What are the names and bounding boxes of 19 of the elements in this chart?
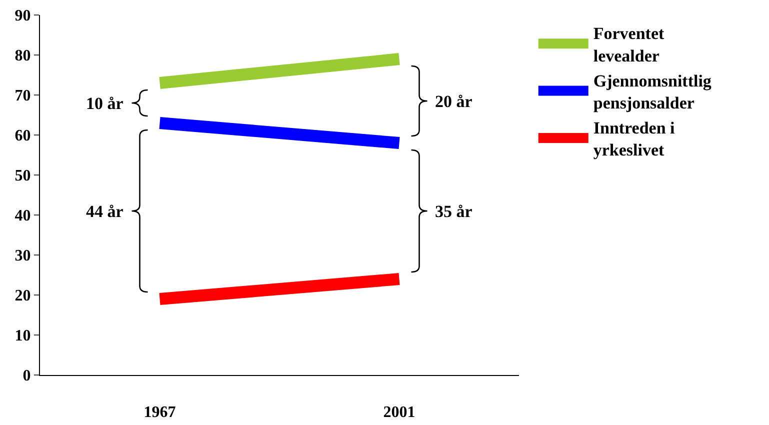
y-tick-label: 50 <box>14 168 31 185</box>
legend-label: Gjennomsnittlig pensjonsalder <box>593 71 712 112</box>
legend-label: Inntreden i yrkeslivet <box>593 118 676 160</box>
y-tick-label: 80 <box>14 48 31 65</box>
annotation: 44 år <box>86 202 124 221</box>
y-tick-label: 30 <box>14 248 31 265</box>
y-tick-label: 20 <box>14 288 31 305</box>
x-tick-label: 2001 <box>383 404 416 422</box>
y-tick-label: 10 <box>14 328 31 345</box>
y-tick-label: 40 <box>14 208 31 225</box>
legend-label: Forventet levealder <box>593 24 665 66</box>
y-tick-label: 60 <box>14 128 31 145</box>
annotation: 35 år <box>435 202 473 221</box>
annotation: 20 år <box>435 92 473 111</box>
y-tick-label: 90 <box>14 8 31 25</box>
y-tick-label: 0 <box>22 368 31 385</box>
x-tick-label: 1967 <box>144 404 176 422</box>
y-tick-label: 70 <box>14 88 31 105</box>
annotation: 10 år <box>86 94 124 113</box>
